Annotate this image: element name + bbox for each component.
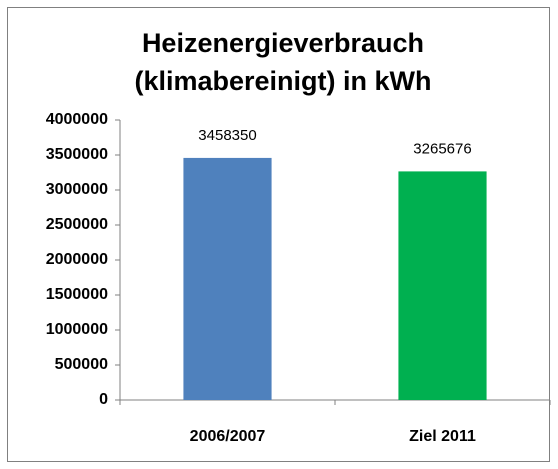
bar bbox=[398, 171, 487, 400]
y-tick-label: 3000000 bbox=[46, 181, 108, 198]
chart-title: Heizenergieverbrauch bbox=[142, 28, 424, 58]
y-tick-label: 4000000 bbox=[46, 111, 108, 128]
y-tick-label: 0 bbox=[99, 391, 108, 408]
y-tick-label: 500000 bbox=[55, 356, 108, 373]
bar bbox=[183, 157, 272, 400]
y-tick-label: 2500000 bbox=[46, 216, 108, 233]
chart-title: (klimabereinigt) in kWh bbox=[134, 66, 431, 96]
x-tick-label: 2006/2007 bbox=[190, 428, 266, 445]
x-tick-label: Ziel 2011 bbox=[409, 428, 476, 445]
value-label: 3265676 bbox=[413, 140, 471, 157]
y-tick-label: 2000000 bbox=[46, 251, 108, 268]
y-tick-label: 3500000 bbox=[46, 146, 108, 163]
y-tick-label: 1500000 bbox=[46, 286, 108, 303]
value-label: 3458350 bbox=[198, 127, 256, 144]
y-tick-label: 1000000 bbox=[46, 321, 108, 338]
